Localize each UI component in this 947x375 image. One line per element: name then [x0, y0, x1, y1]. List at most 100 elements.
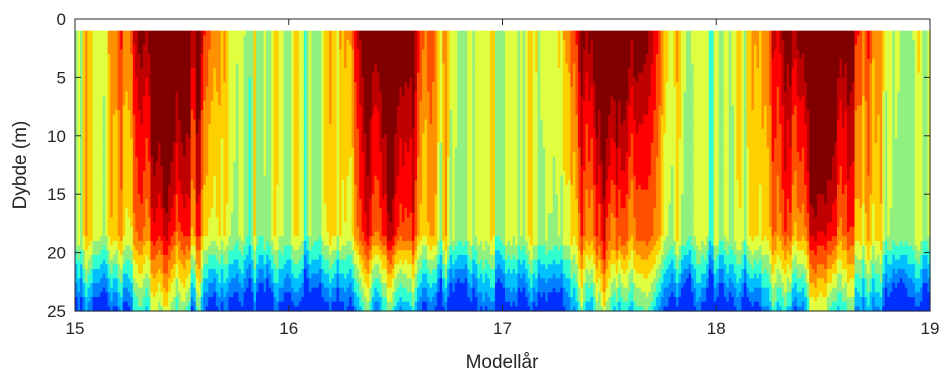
- heatmap-cell: [155, 110, 159, 116]
- heatmap-cell: [135, 128, 139, 135]
- heatmap-cell: [135, 245, 139, 251]
- heatmap-cell: [160, 91, 164, 97]
- heatmap-cell: [75, 105, 79, 111]
- heatmap-cell: [107, 152, 111, 158]
- heatmap-cell: [90, 133, 94, 139]
- heatmap-cell: [102, 100, 106, 107]
- heatmap-cell: [107, 282, 111, 289]
- heatmap-cell: [150, 208, 154, 214]
- heatmap-cell: [107, 194, 111, 200]
- heatmap-cell: [112, 198, 116, 205]
- heatmap-cell: [173, 292, 177, 298]
- heatmap-cell: [80, 58, 84, 64]
- heatmap-cell: [117, 142, 121, 149]
- heatmap-cell: [130, 54, 134, 60]
- heatmap-cell: [170, 240, 174, 247]
- heatmap-cell: [175, 203, 179, 209]
- heatmap-cell: [145, 245, 149, 251]
- heatmap-cell: [145, 161, 149, 167]
- heatmap-cell: [112, 245, 116, 251]
- heatmap-cell: [122, 184, 126, 191]
- heatmap-cell: [115, 63, 119, 69]
- heatmap-cell: [85, 110, 89, 116]
- heatmap-cell: [87, 198, 91, 205]
- heatmap-cell: [150, 156, 154, 163]
- heatmap-cell: [150, 268, 154, 275]
- heatmap-cell: [107, 77, 111, 83]
- heatmap-cell: [92, 166, 96, 172]
- heatmap-cell: [75, 72, 79, 78]
- heatmap-cell: [125, 68, 129, 74]
- heatmap-cell: [85, 170, 89, 177]
- heatmap-cell: [90, 268, 94, 275]
- heatmap-cell: [132, 156, 136, 163]
- heatmap-cell: [137, 54, 141, 60]
- heatmap-cell: [80, 96, 84, 102]
- heatmap-cell: [102, 170, 106, 177]
- heatmap-cell: [82, 147, 86, 153]
- heatmap-cell: [110, 301, 114, 307]
- heatmap-cell: [102, 236, 106, 242]
- heatmap-cell: [150, 152, 154, 158]
- heatmap-cell: [127, 226, 131, 233]
- heatmap-cell: [120, 301, 124, 307]
- heatmap-cell: [117, 44, 121, 50]
- heatmap-cell: [135, 250, 139, 256]
- heatmap-cell: [173, 264, 177, 270]
- heatmap-cell: [95, 273, 99, 279]
- heatmap-cell: [150, 212, 154, 219]
- heatmap-cell: [105, 180, 109, 186]
- heatmap-cell: [87, 194, 91, 200]
- heatmap-cell: [165, 58, 169, 64]
- heatmap-cell: [105, 91, 109, 97]
- heatmap-cell: [97, 30, 101, 36]
- heatmap-cell: [127, 110, 131, 116]
- heatmap-cell: [82, 306, 86, 312]
- heatmap-cell: [127, 231, 131, 237]
- heatmap-cell: [132, 301, 136, 307]
- heatmap-cell: [132, 86, 136, 93]
- heatmap-cell: [95, 170, 99, 177]
- heatmap-cell: [142, 35, 147, 41]
- heatmap-cell: [105, 119, 109, 125]
- heatmap-cell: [130, 236, 134, 242]
- heatmap-cell: [157, 287, 162, 293]
- heatmap-cell: [150, 30, 154, 36]
- heatmap-cell: [85, 250, 89, 256]
- heatmap-cell: [112, 236, 116, 242]
- heatmap-cell: [168, 68, 172, 74]
- heatmap-cell: [152, 96, 157, 102]
- heatmap-cell: [160, 72, 164, 78]
- heatmap-cell: [160, 128, 164, 135]
- heatmap-cell: [117, 40, 121, 46]
- heatmap-cell: [168, 30, 172, 36]
- heatmap-cell: [82, 40, 86, 46]
- heatmap-cell: [117, 301, 121, 307]
- heatmap-cell: [127, 189, 131, 195]
- heatmap-cell: [110, 86, 114, 93]
- heatmap-cell: [110, 282, 114, 289]
- heatmap-cell: [122, 222, 126, 228]
- heatmap-cell: [90, 156, 94, 163]
- heatmap-cell: [147, 30, 152, 36]
- heatmap-cell: [102, 189, 106, 195]
- heatmap-cell: [160, 96, 164, 102]
- heatmap-cell: [102, 161, 106, 167]
- heatmap-cell: [85, 292, 89, 298]
- heatmap-cell: [95, 222, 99, 228]
- heatmap-cell: [105, 170, 109, 177]
- heatmap-cell: [100, 40, 104, 46]
- heatmap-cell: [75, 180, 79, 186]
- heatmap-cell: [137, 82, 141, 88]
- heatmap-cell: [107, 49, 111, 55]
- heatmap-cell: [105, 292, 109, 298]
- heatmap-cell: [87, 231, 91, 237]
- heatmap-cell: [97, 222, 101, 228]
- heatmap-cell: [137, 217, 141, 223]
- heatmap-cell: [137, 91, 141, 97]
- heatmap-cell: [170, 63, 174, 69]
- heatmap-cell: [170, 231, 174, 237]
- heatmap-cell: [102, 114, 106, 121]
- heatmap-cell: [80, 250, 84, 256]
- heatmap-cell: [95, 259, 99, 265]
